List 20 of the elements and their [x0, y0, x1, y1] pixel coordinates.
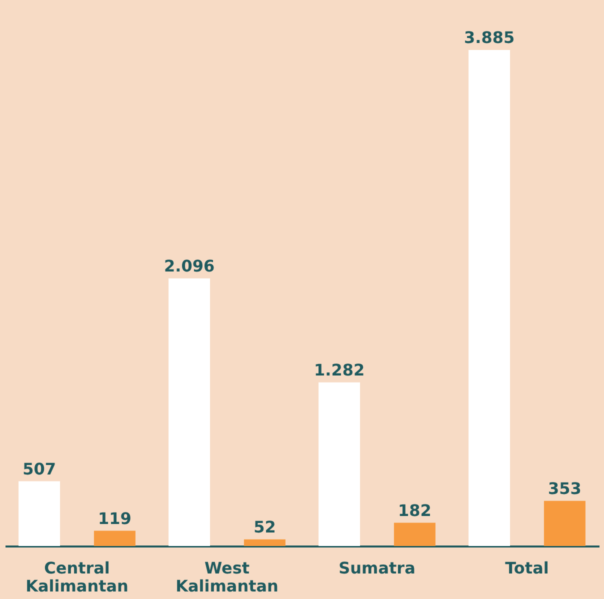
bar [168, 278, 210, 546]
bar [94, 530, 136, 546]
data-label: 507 [22, 459, 56, 478]
x-tick-label: Central Kalimantan [26, 558, 128, 596]
bar [318, 382, 360, 546]
x-tick-label: West Kalimantan [176, 558, 278, 596]
data-label: 353 [548, 478, 582, 498]
data-label: 1.282 [314, 360, 365, 380]
bar [468, 50, 510, 546]
bar [244, 539, 286, 546]
data-label: 119 [98, 508, 132, 528]
bar [18, 481, 60, 546]
data-label: 52 [254, 517, 276, 536]
x-tick-label: Sumatra [338, 558, 416, 578]
data-label: 182 [398, 500, 432, 520]
data-label: 3.885 [464, 28, 515, 47]
bar [544, 500, 586, 546]
data-label: 2.096 [164, 256, 215, 276]
x-tick-label: Total [505, 558, 549, 578]
bar [394, 522, 436, 546]
